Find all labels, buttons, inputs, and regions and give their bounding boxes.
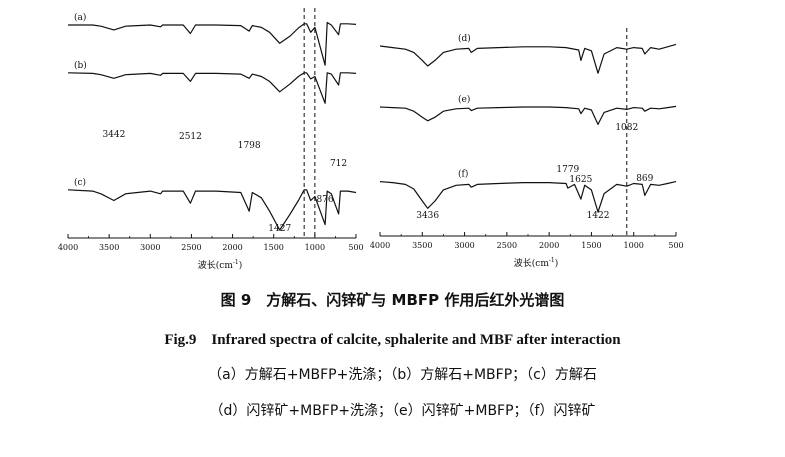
figure-caption-english: Fig.9 Infrared spectra of calcite, sphal… <box>164 332 621 348</box>
x-axis-label-superscript: -1 <box>549 257 555 264</box>
peak-annotation: 1625 <box>569 175 592 185</box>
x-tick-label: 3000 <box>140 243 160 252</box>
x-tick-label: 1000 <box>624 241 644 250</box>
x-axis-label-close: ) <box>555 258 559 269</box>
x-axis-label-superscript: -1 <box>233 259 239 266</box>
peak-annotation: 876 <box>316 195 333 205</box>
spectrum-line <box>379 43 677 74</box>
x-tick-label: 1500 <box>264 243 284 252</box>
x-tick-label: 4000 <box>370 241 390 250</box>
peak-annotation: 712 <box>330 159 347 169</box>
peak-annotation: 3436 <box>416 211 439 221</box>
spectrum-line <box>67 72 357 104</box>
x-axis-label-main: 波长(cm <box>514 257 550 269</box>
spectrum-line <box>379 181 677 213</box>
spectrum-line <box>68 21 357 66</box>
legend-line-calcite: （a）方解石+MBFP+洗涤；（b）方解石+MBFP；（c）方解石 <box>208 367 597 383</box>
series-label: (a) <box>74 12 86 23</box>
peak-annotation: 2512 <box>179 132 202 142</box>
peak-annotation: 1798 <box>238 141 261 151</box>
series-label: (f) <box>458 169 468 180</box>
peak-annotation: 1082 <box>615 123 638 133</box>
x-tick-label: 3500 <box>412 241 432 250</box>
right-spectra-panel: 4000 3500 3000 2500 2000 1500 1000 500 波长(cm-1) (… <box>370 28 684 269</box>
spectrum-line <box>67 189 357 231</box>
x-tick-label: 1500 <box>581 241 601 250</box>
peak-annotation: 1779 <box>556 165 579 175</box>
x-tick-label: 2000 <box>222 243 242 252</box>
x-axis-label: 波长(cm-1) <box>514 257 558 269</box>
x-tick-label: 500 <box>348 243 363 252</box>
x-axis-label-main: 波长(cm <box>198 259 234 271</box>
x-axis-label: 波长(cm-1) <box>198 259 242 271</box>
x-tick-label: 2000 <box>539 241 559 250</box>
figure-caption-chinese: 图 9 方解石、闪锌矿与 MBFP 作用后红外光谱图 <box>220 291 565 309</box>
left-spectra-panel: 4000 3500 3000 2500 2000 1500 1000 500 波长(cm-1) (… <box>58 8 364 271</box>
x-tick-label: 4000 <box>58 243 78 252</box>
series-label: (c) <box>74 177 86 188</box>
x-tick-label: 2500 <box>181 243 201 252</box>
series-label: (d) <box>458 33 471 44</box>
x-tick-label: 500 <box>668 241 683 250</box>
peak-annotation: 3442 <box>102 130 125 140</box>
peak-annotation: 1427 <box>268 224 291 234</box>
legend-line-sphalerite: （d）闪锌矿+MBFP+洗涤；（e）闪锌矿+MBFP；（f）闪锌矿 <box>209 403 596 419</box>
x-tick-label: 2500 <box>497 241 517 250</box>
x-axis-label-close: ) <box>239 260 243 271</box>
series-label: (e) <box>458 94 470 105</box>
series-label: (b) <box>74 60 87 71</box>
spectrum-line <box>379 105 677 125</box>
peak-annotation: 1422 <box>587 211 610 221</box>
x-tick-label: 3000 <box>454 241 474 250</box>
ir-spectra-figure: 4000 3500 3000 2500 2000 1500 1000 500波长(cm-1)(… <box>58 8 684 271</box>
x-tick-label: 3500 <box>99 243 119 252</box>
peak-annotation: 869 <box>636 174 653 184</box>
x-tick-label: 1000 <box>305 243 325 252</box>
